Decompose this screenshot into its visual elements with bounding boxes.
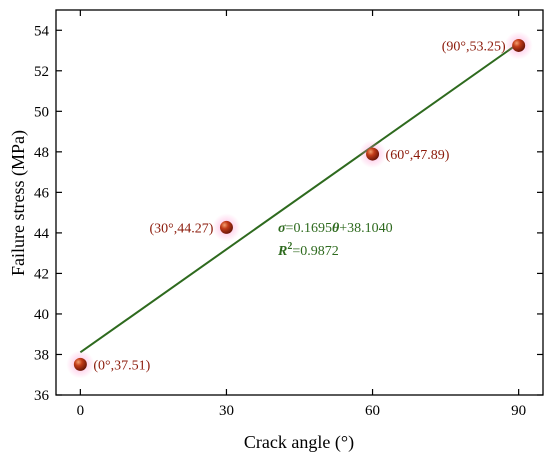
y-tick-label: 42 [34, 266, 49, 282]
y-tick-label: 52 [34, 64, 49, 80]
x-tick-label: 30 [219, 403, 234, 419]
y-tick-label: 38 [34, 347, 49, 363]
data-point [219, 220, 233, 234]
y-tick-label: 46 [34, 185, 50, 201]
data-point-label: (90°,53.25) [442, 39, 506, 54]
y-tick-label: 40 [34, 307, 49, 323]
y-tick-label: 36 [34, 388, 50, 404]
y-tick-label: 54 [34, 23, 50, 39]
x-axis-label: Crack angle (°) [244, 432, 354, 453]
y-tick-label: 48 [34, 145, 49, 161]
data-point [73, 357, 87, 371]
y-axis-ticks: 36 38 40 42 44 46 48 50 52 54 [34, 23, 543, 404]
x-axis-ticks: 0 30 60 90 [77, 10, 526, 419]
y-axis-label: Failure stress (MPa) [8, 130, 29, 276]
data-point [512, 38, 526, 52]
data-points: (0°,37.51) (30°,44.27) (60°,47.89) (90°,53.… [66, 31, 533, 379]
fit-r-squared: R2=0.9872 [277, 241, 339, 259]
data-point-label: (60°,47.89) [386, 148, 450, 163]
y-tick-label: 50 [34, 104, 49, 120]
plot-frame [55, 9, 544, 396]
fit-equation: σ=0.1695θ+38.1040 [278, 221, 393, 236]
x-tick-label: 90 [511, 403, 526, 419]
x-tick-label: 0 [77, 403, 85, 419]
x-tick-label: 60 [365, 403, 380, 419]
y-tick-label: 44 [34, 226, 50, 242]
data-point-label: (30°,44.27) [150, 221, 214, 236]
data-point [366, 147, 380, 161]
fit-line [79, 42, 520, 354]
data-point-label: (0°,37.51) [93, 358, 150, 373]
